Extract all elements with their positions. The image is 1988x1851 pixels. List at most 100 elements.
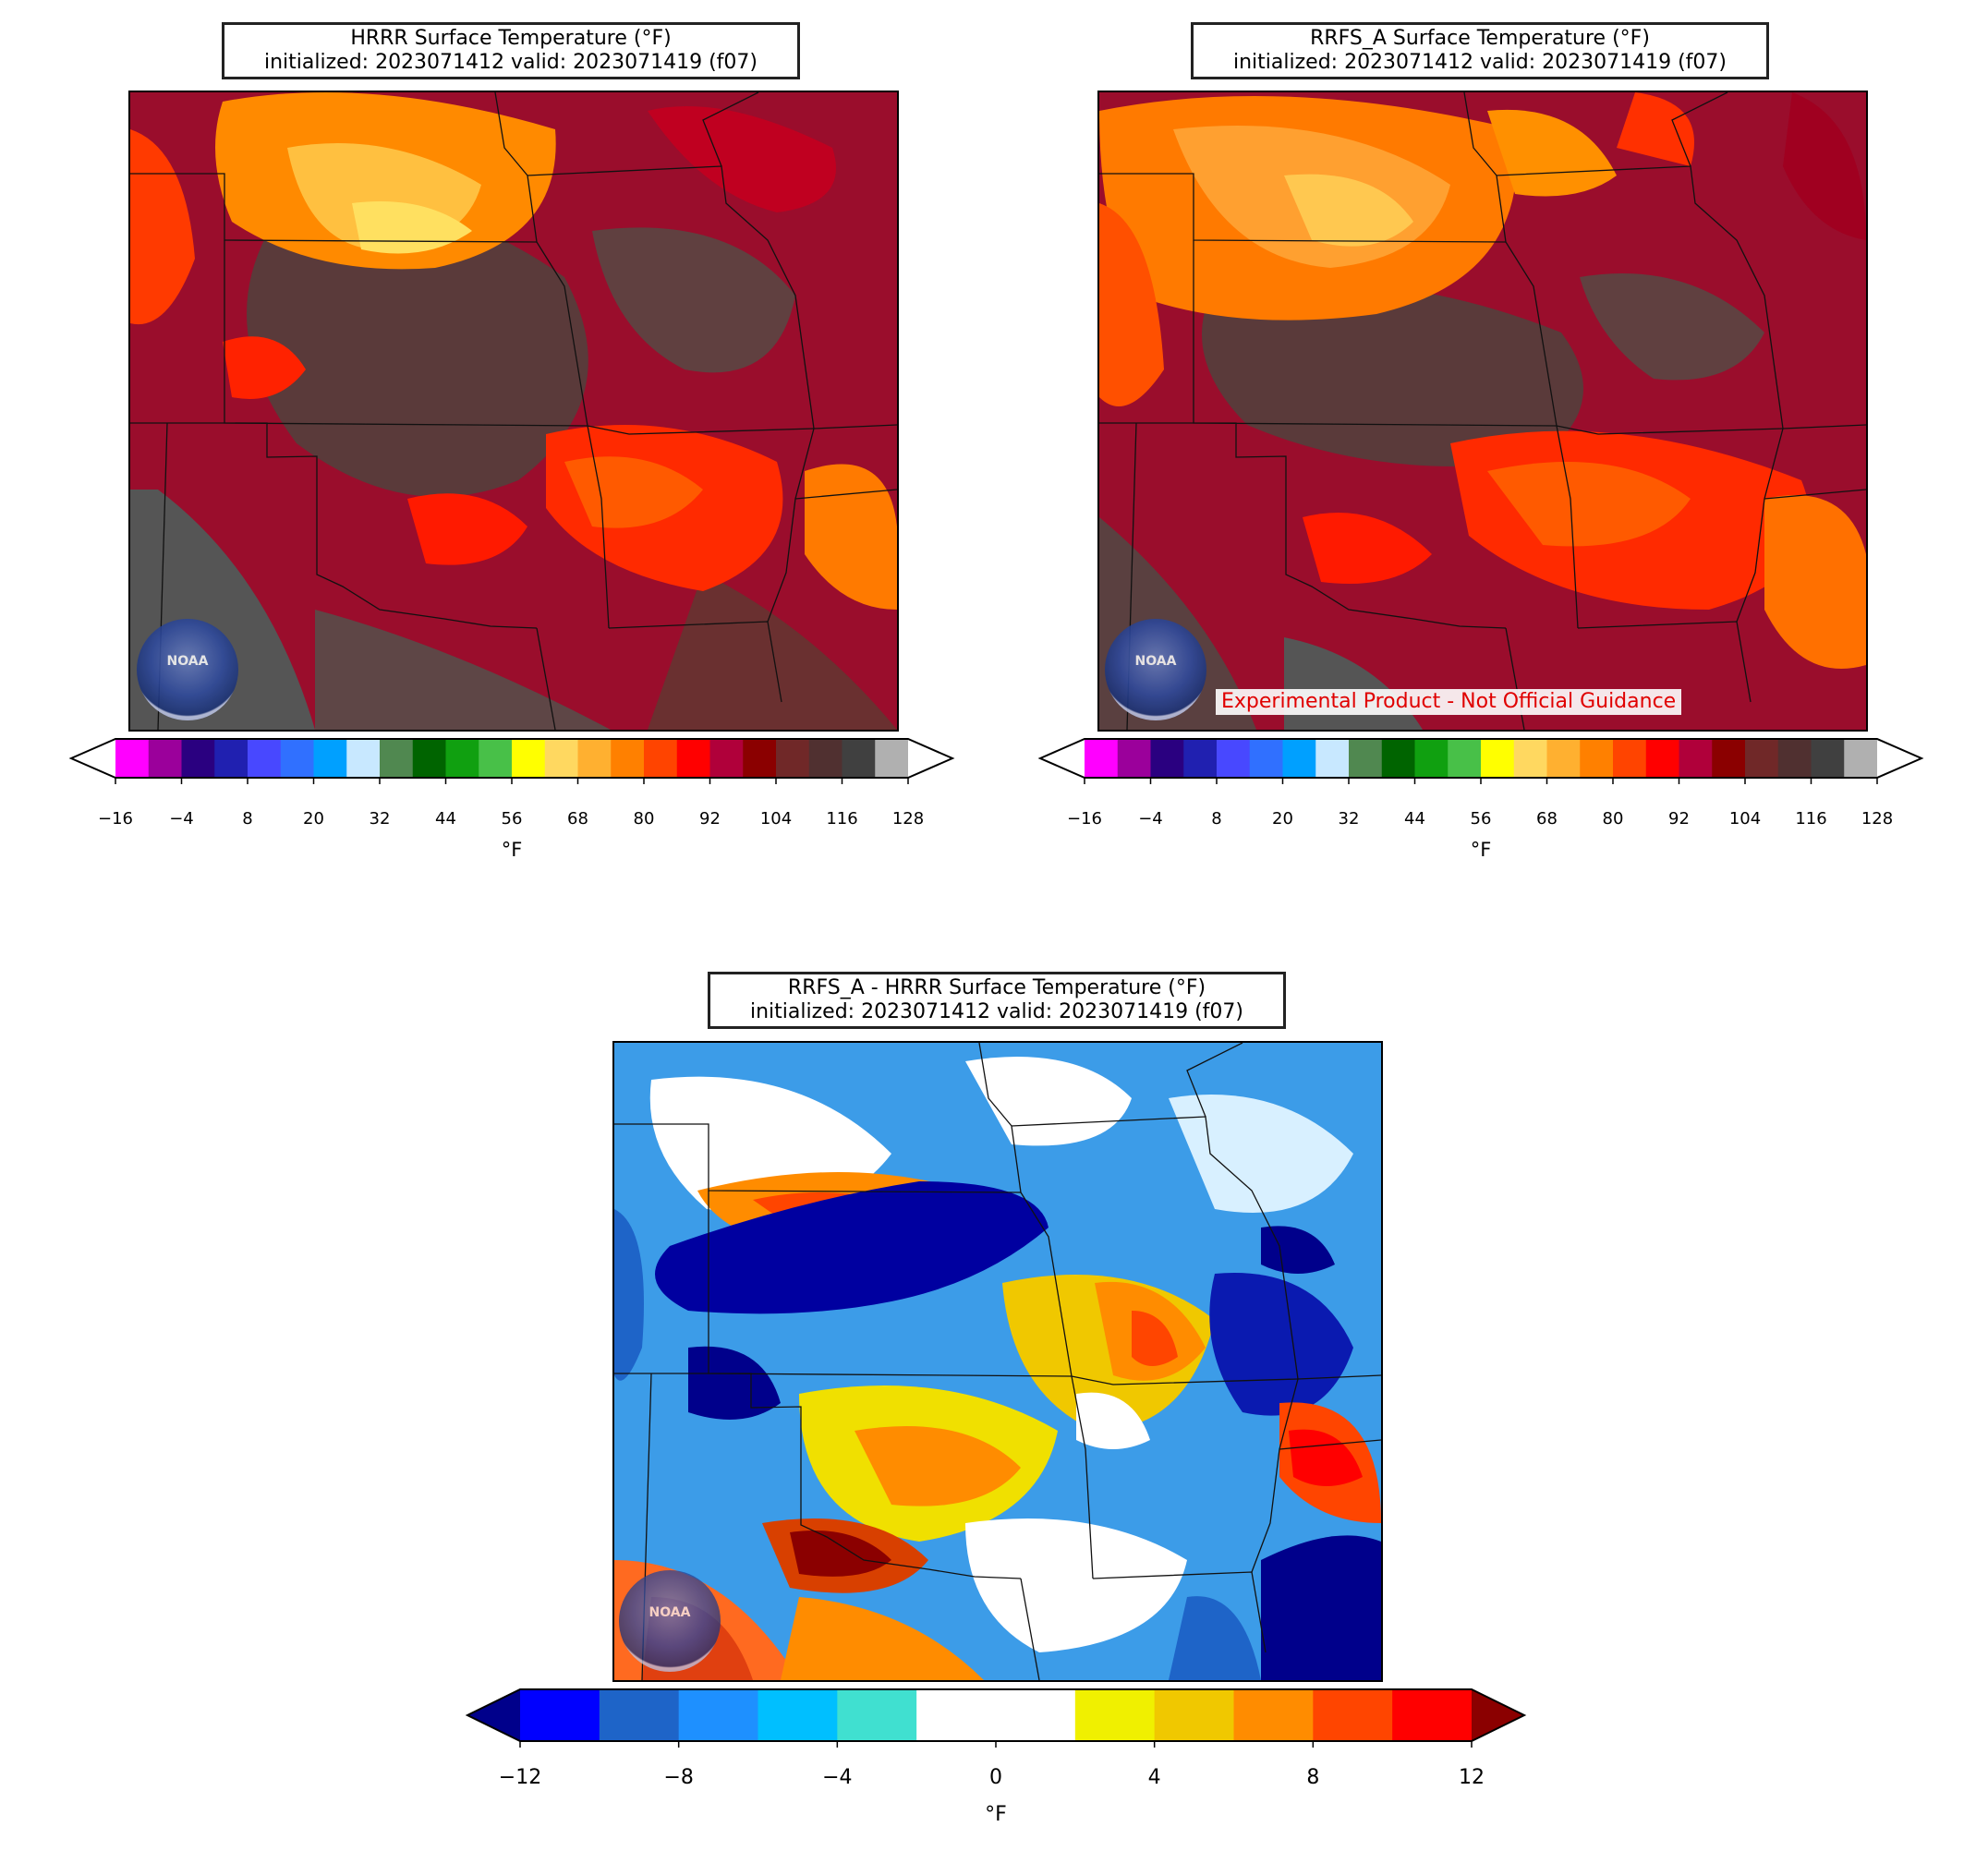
colorbar-tick-label: 32 [1338,809,1360,829]
colorbar-tick-label: 104 [759,809,793,829]
colorbar-swatch [1117,739,1151,778]
colorbar-tick-label: −16 [98,809,133,829]
colorbar-over-arrow [1472,1689,1524,1741]
colorbar-swatch [445,739,479,778]
colorbar-tick-label: 44 [435,809,456,829]
colorbar-swatch [776,739,810,778]
colorbar-tick-label: 92 [1668,809,1690,829]
colorbar-tick-label: 20 [303,809,324,829]
colorbar-swatch [837,1689,917,1741]
colorbar-tick-label: 80 [633,809,655,829]
colorbar-tick-label: 8 [1306,1766,1320,1789]
colorbar-tick-label: 92 [699,809,721,829]
colorbar-tick-label: 20 [1272,809,1293,829]
colorbar-swatch [676,739,710,778]
colorbar-swatch [611,739,645,778]
colorbar-swatch [479,739,513,778]
colorbar-tick-label: 8 [1211,809,1222,829]
rrfs-colorbar-unit: °F [1470,839,1492,861]
diff-noaa-logo-text: NOAA [649,1605,691,1620]
colorbar-tick-label: 128 [891,809,925,829]
colorbar-swatch [148,739,182,778]
colorbar-tick-label: 56 [501,809,523,829]
colorbar-swatch [512,739,546,778]
colorbar-swatch [520,1689,600,1741]
colorbar-swatch [1315,739,1350,778]
colorbar-swatch [599,1689,680,1741]
hrrr-noaa-logo-text: NOAA [166,654,209,669]
colorbar-swatch [1349,739,1383,778]
colorbar-tick-label: 32 [369,809,391,829]
colorbar-swatch [1745,739,1779,778]
colorbar-under-arrow [1040,739,1085,778]
colorbar-over-arrow [1877,739,1921,778]
colorbar-swatch [544,739,578,778]
colorbar-tick-label: 0 [989,1766,1002,1789]
colorbar-swatch [1777,739,1812,778]
colorbar-swatch [644,739,678,778]
colorbar-tick-label: 104 [1728,809,1762,829]
hrrr-temperature-map [128,91,899,732]
colorbar-under-arrow [467,1689,520,1741]
colorbar-swatch [1844,739,1878,778]
colorbar-swatch [1645,739,1679,778]
colorbar-tick-label: −4 [822,1766,853,1789]
colorbar-swatch [1150,739,1184,778]
colorbar-tick-label: 116 [1795,809,1827,829]
colorbar-swatch [1217,739,1251,778]
colorbar-tick-label: 80 [1602,809,1624,829]
colorbar-swatch [996,1689,1076,1741]
colorbar-swatch [1313,1689,1393,1741]
rrfs-title-line: RRFS_A Surface Temperature (°F) [1310,27,1650,50]
colorbar-tick-label: 4 [1147,1766,1161,1789]
colorbar-swatch [1546,739,1581,778]
rrfs-subtitle-line: initialized: 2023071412 valid: 202307141… [1233,51,1727,74]
colorbar-swatch [1233,1689,1314,1741]
colorbar-swatch [1481,739,1515,778]
diff-subtitle-line: initialized: 2023071412 valid: 202307141… [750,1000,1243,1023]
experimental-warning: Experimental Product - Not Official Guid… [1216,689,1682,715]
colorbar-swatch [1154,1689,1234,1741]
colorbar-swatch [678,1689,758,1741]
diff-colorbar-unit: °F [985,1803,1007,1826]
colorbar-swatch [280,739,314,778]
colorbar-swatch [1392,1689,1473,1741]
hrrr-colorbar-unit: °F [501,839,523,861]
colorbar-tick-label: −12 [498,1766,542,1789]
colorbar-swatch [709,739,744,778]
colorbar-tick-label: 68 [567,809,588,829]
colorbar-tick-label: −8 [663,1766,694,1789]
colorbar-swatch [1580,739,1614,778]
colorbar-swatch [1811,739,1845,778]
difference-map [612,1041,1383,1682]
colorbar-swatch [577,739,612,778]
rrfs-noaa-logo: NOAA [1105,619,1206,720]
colorbar-swatch [916,1689,997,1741]
colorbar-swatch [181,739,215,778]
diff-noaa-logo: NOAA [619,1570,721,1672]
rrfs-title: RRFS_A Surface Temperature (°F) initiali… [1191,22,1769,79]
colorbar-swatch [808,739,842,778]
hrrr-title: HRRR Surface Temperature (°F) initialize… [222,22,800,79]
colorbar-swatch [1414,739,1449,778]
colorbar-swatch [214,739,248,778]
colorbar-swatch [1249,739,1283,778]
rrfs-noaa-logo-text: NOAA [1134,654,1177,669]
colorbar-swatch [248,739,282,778]
colorbar-tick-label: −16 [1067,809,1102,829]
diff-title-line: RRFS_A - HRRR Surface Temperature (°F) [787,976,1206,999]
colorbar-swatch [380,739,414,778]
colorbar-swatch [1074,1689,1156,1741]
colorbar-tick-label: 56 [1470,809,1492,829]
colorbar-tick-label: 44 [1404,809,1425,829]
colorbar-swatch [1712,739,1746,778]
colorbar-swatch [313,739,347,778]
colorbar-swatch [1679,739,1713,778]
hrrr-subtitle-line: initialized: 2023071412 valid: 202307141… [264,51,758,74]
colorbar-tick-label: 128 [1861,809,1894,829]
colorbar-swatch [1282,739,1316,778]
colorbar-swatch [842,739,876,778]
colorbar-swatch [115,739,150,778]
colorbar-swatch [1513,739,1547,778]
